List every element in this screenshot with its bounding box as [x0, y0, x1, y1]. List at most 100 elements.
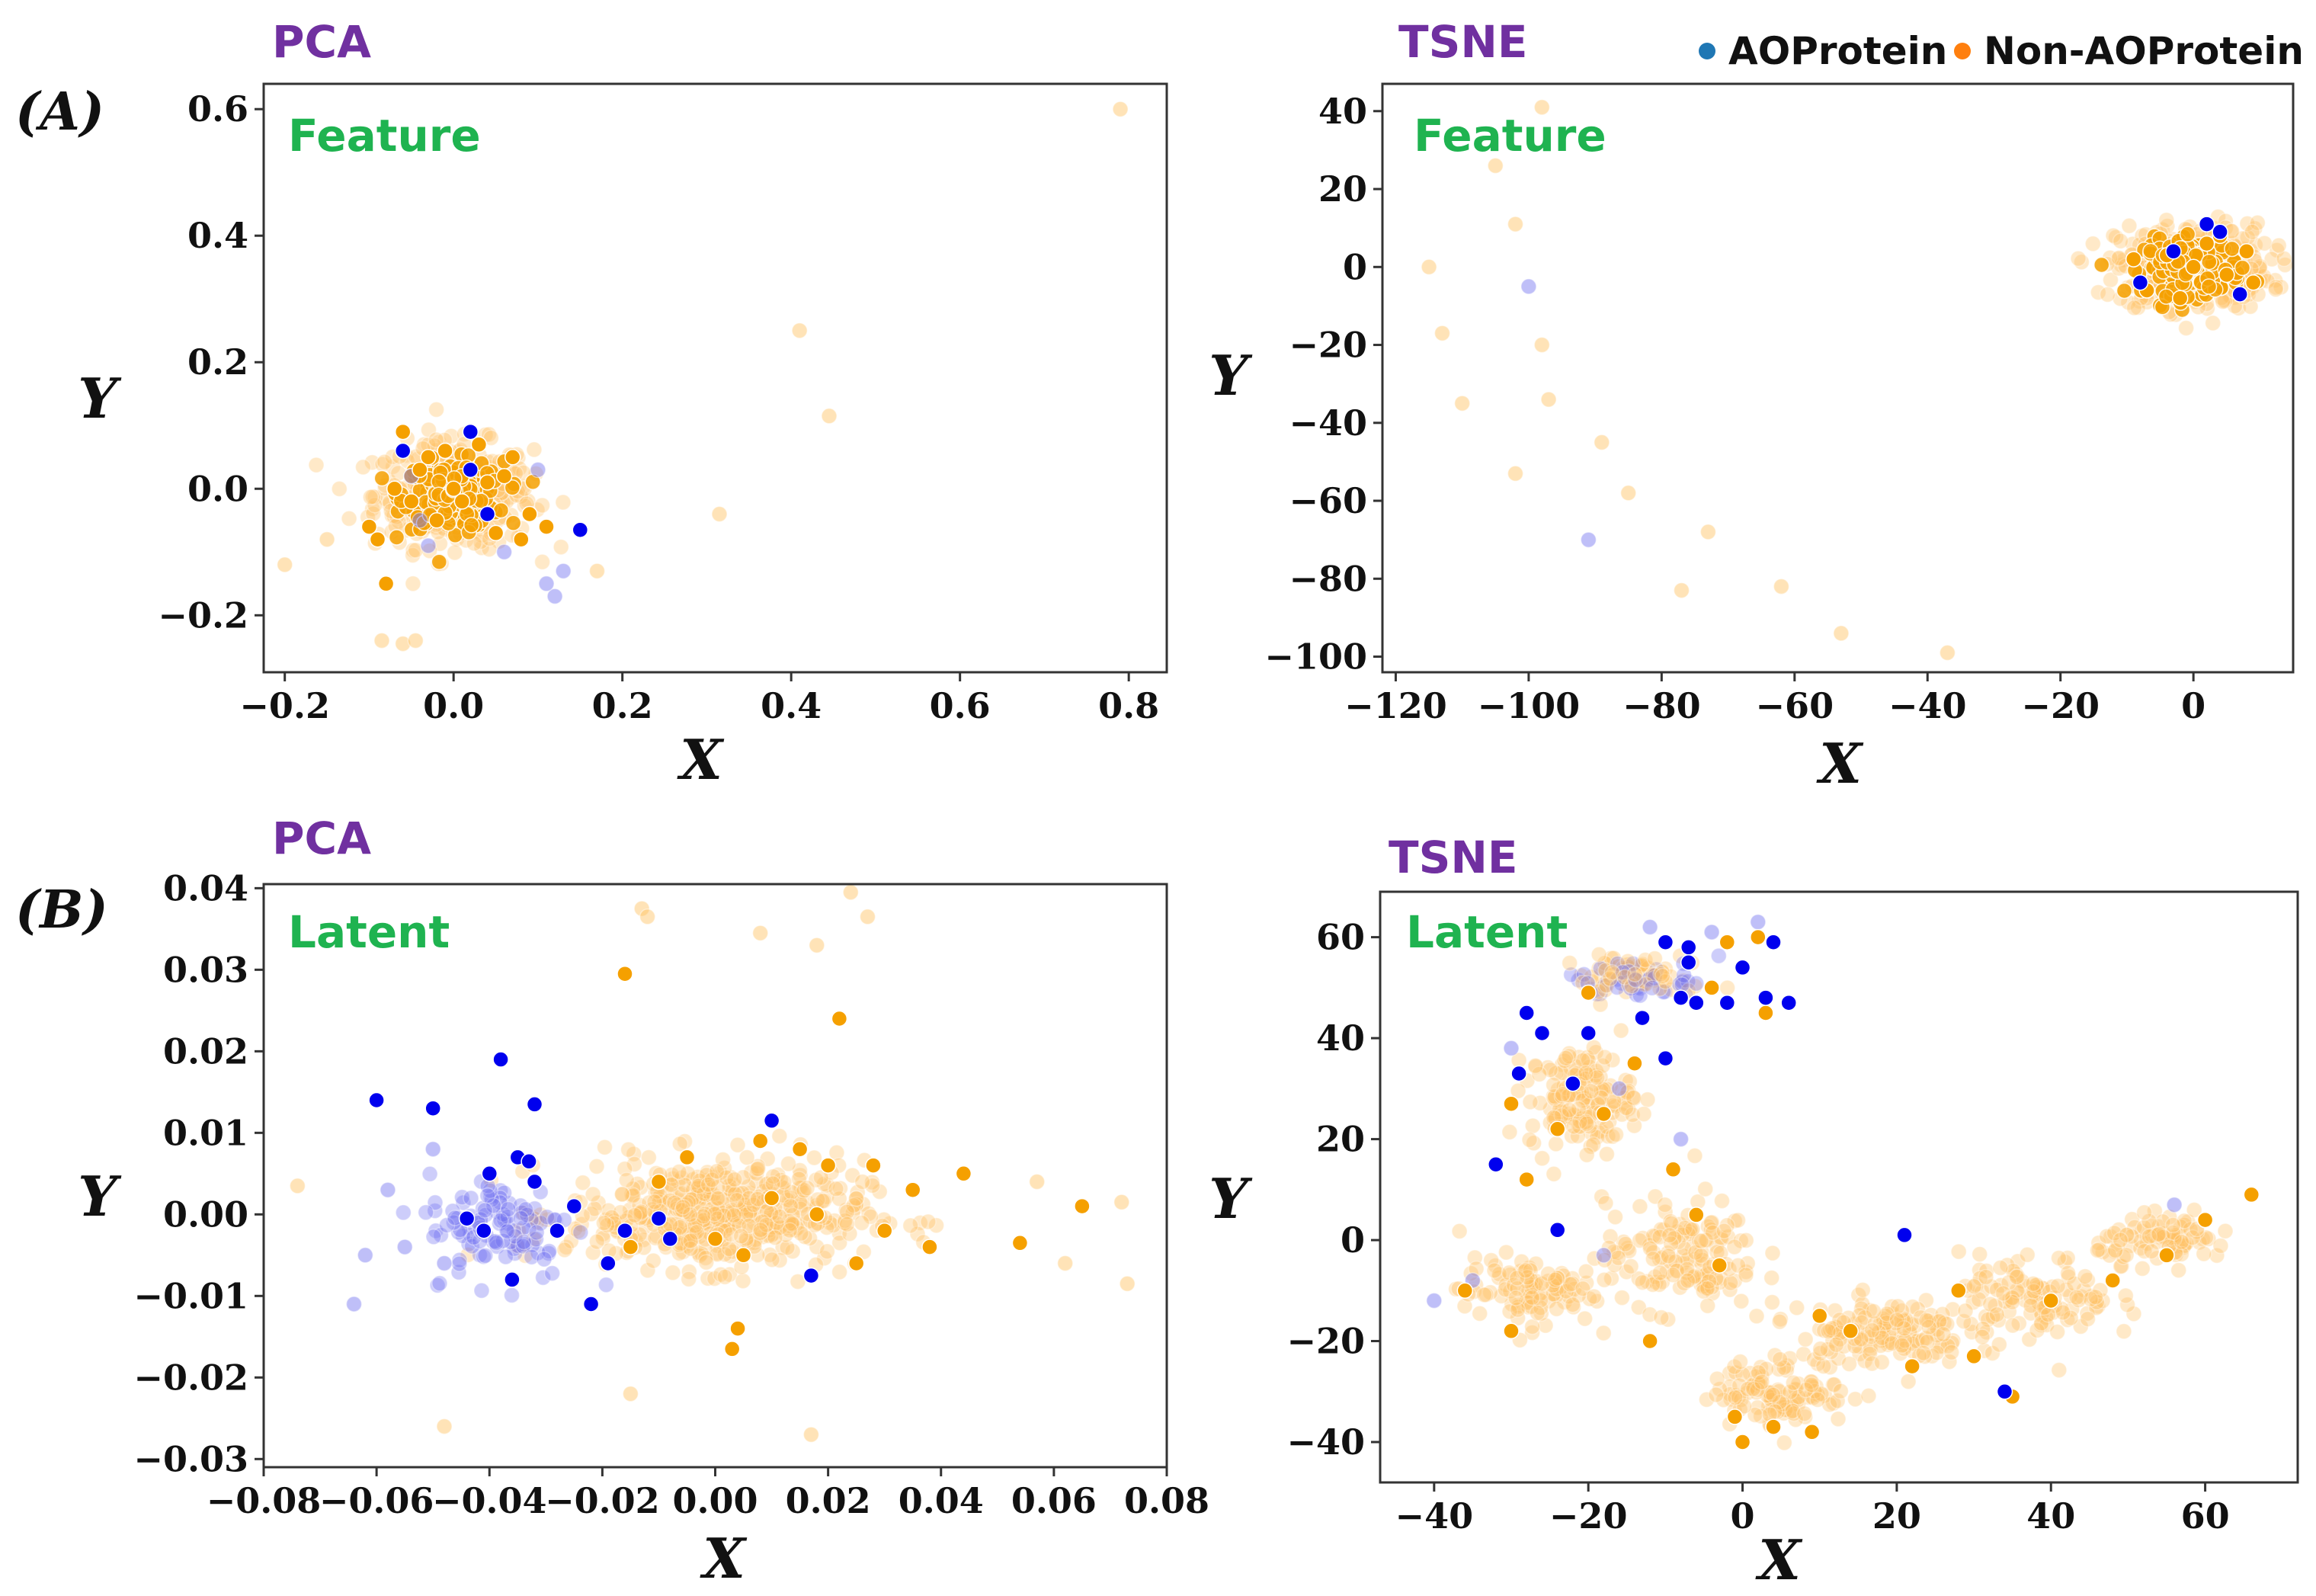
non-ao-faint-point: [1578, 1065, 1594, 1082]
non-ao-faint-point: [678, 1225, 696, 1242]
chart-pca-feature: PCA Feature −0.2 0.0 0.2 0.4 0.6 0.8 −0.2 0.0 0.…: [78, 16, 1168, 792]
non-ao-point: [847, 1255, 865, 1272]
non-ao-faint-point: [706, 1168, 723, 1186]
non-ao-faint-point: [791, 322, 808, 339]
non-ao-faint-point: [783, 1204, 800, 1221]
non-ao-faint-point: [308, 457, 325, 473]
x-tick-label: 40: [2026, 1495, 2075, 1537]
non-ao-faint-point: [1773, 578, 1790, 595]
non-ao-faint-point: [431, 535, 449, 553]
non-ao-faint-point: [752, 1221, 769, 1239]
non-ao-faint-point: [2196, 1245, 2212, 1262]
non-ao-faint-point: [786, 1222, 803, 1239]
non-ao-faint-point: [1771, 1351, 1789, 1368]
x-tick-label: 0.04: [899, 1480, 984, 1521]
non-ao-faint-point: [2173, 1233, 2190, 1251]
non-ao-faint-point: [2051, 1361, 2068, 1379]
non-ao-faint-point: [818, 1243, 836, 1260]
ao-faint-point: [431, 1275, 448, 1292]
non-ao-faint-point: [690, 1213, 707, 1229]
non-ao-faint-point: [1788, 1300, 1805, 1316]
non-ao-faint-point: [2073, 254, 2090, 271]
non-ao-faint-point: [682, 1232, 699, 1249]
non-ao-faint-point: [692, 1188, 709, 1206]
non-ao-faint-point: [680, 1271, 697, 1287]
non-ao-faint-point: [2077, 1268, 2093, 1285]
ao-point: [1765, 934, 1782, 950]
ao-point: [1565, 1075, 1581, 1092]
non-ao-faint-point: [2158, 211, 2175, 229]
non-ao-faint-point: [1561, 1101, 1578, 1119]
x-tick-label: 0.02: [786, 1480, 871, 1521]
ao-faint-point: [499, 1223, 516, 1240]
non-ao-faint-point: [2087, 1288, 2104, 1306]
non-ao-faint-point: [2268, 242, 2286, 258]
non-ao-point: [373, 470, 391, 487]
non-ao-point: [1904, 1357, 1920, 1375]
non-ao-faint-point: [1785, 1374, 1802, 1392]
non-ao-faint-point: [1699, 1280, 1716, 1297]
non-ao-faint-point: [1585, 1288, 1603, 1305]
ao-point: [1688, 994, 1705, 1011]
non-ao-faint-point: [1564, 1296, 1581, 1313]
non-ao-faint-point: [2102, 271, 2119, 289]
non-ao-faint-point: [722, 1168, 739, 1186]
ao-faint-point: [503, 1287, 521, 1304]
non-ao-faint-point: [1523, 1289, 1541, 1306]
non-ao-faint-point: [1693, 1232, 1710, 1250]
non-ao-faint-point: [2204, 315, 2222, 332]
non-ao-faint-point: [1517, 1262, 1534, 1279]
non-ao-faint-point: [1524, 1117, 1542, 1134]
non-ao-faint-point: [791, 1179, 808, 1196]
ao-faint-point: [436, 1255, 453, 1272]
ao-faint-point: [1503, 1040, 1520, 1057]
non-ao-point: [2158, 1247, 2175, 1264]
non-ao-faint-point: [404, 546, 421, 564]
non-ao-faint-point: [1471, 1305, 1488, 1322]
ao-point: [1780, 994, 1797, 1011]
x-tick-label: −0.04: [432, 1480, 547, 1521]
x-tick-label: −0.06: [319, 1480, 434, 1521]
non-ao-faint-point: [1533, 1150, 1551, 1167]
non-ao-faint-point: [1498, 1244, 1515, 1261]
non-ao-point: [729, 1320, 746, 1337]
non-ao-point: [2244, 274, 2262, 291]
ao-faint-point: [555, 562, 572, 579]
non-ao-faint-point: [1803, 1376, 1820, 1393]
non-ao-faint-point: [652, 1191, 668, 1208]
non-ao-faint-point: [635, 1231, 652, 1248]
x-tick-label: 0.06: [1011, 1480, 1097, 1521]
x-tick-label: −20: [2021, 685, 2100, 726]
y-tick-label: 0.04: [163, 867, 248, 909]
y-tick-label: 0.03: [163, 949, 248, 990]
non-ao-faint-point: [723, 1183, 741, 1200]
non-ao-faint-point: [556, 1242, 573, 1258]
non-ao-faint-point: [2107, 229, 2125, 246]
non-ao-faint-point: [854, 1196, 872, 1213]
non-ao-faint-point: [443, 428, 460, 444]
non-ao-faint-point: [637, 1218, 655, 1235]
non-ao-faint-point: [920, 1213, 937, 1230]
non-ao-faint-point: [781, 1222, 799, 1239]
non-ao-point: [479, 474, 496, 491]
non-ao-point: [2093, 256, 2110, 274]
non-ao-faint-point: [798, 1193, 815, 1210]
non-ao-point: [1503, 1095, 1520, 1112]
non-ao-point: [1734, 1434, 1751, 1450]
non-ao-point: [487, 524, 505, 542]
non-ao-faint-point: [1475, 1287, 1493, 1303]
non-ao-faint-point: [1595, 1325, 1612, 1341]
non-ao-point: [751, 1133, 769, 1149]
non-ao-faint-point: [1679, 1272, 1696, 1290]
non-ao-faint-point: [1590, 946, 1607, 963]
non-ao-faint-point: [1873, 1354, 1891, 1371]
non-ao-point: [1580, 984, 1597, 1002]
ao-faint-point: [395, 1204, 412, 1221]
non-ao-faint-point: [573, 1216, 590, 1233]
non-ao-faint-point: [661, 1183, 679, 1200]
ao-point: [802, 1267, 820, 1284]
non-ao-faint-point: [2134, 1260, 2151, 1277]
y-tick-label: 40: [1316, 1018, 1365, 1059]
ao-point: [492, 1051, 509, 1068]
x-tick-label: −40: [1888, 685, 1967, 726]
